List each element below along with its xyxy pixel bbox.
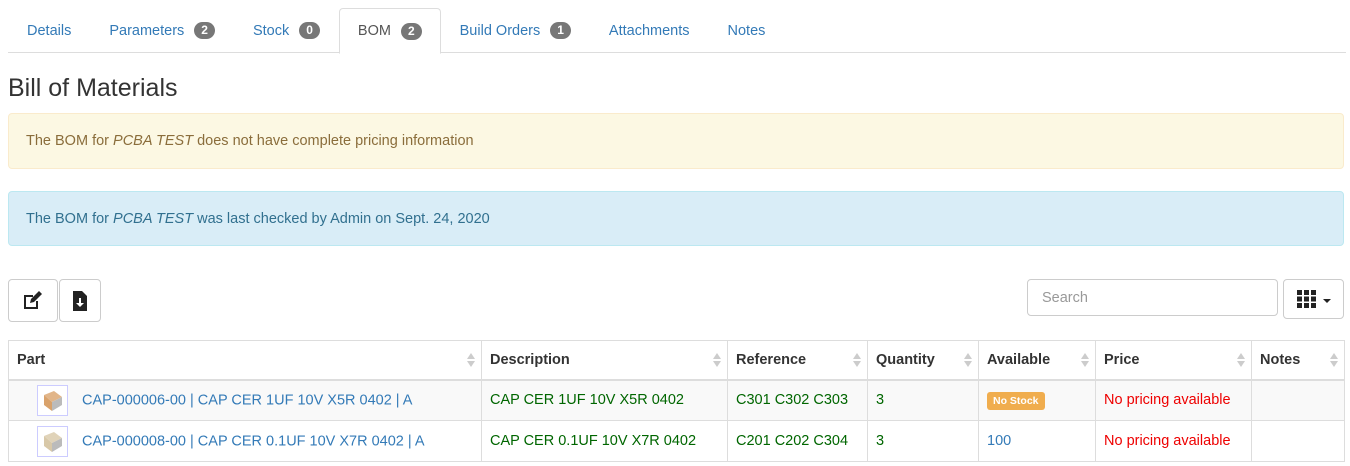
quantity-cell: 3	[867, 420, 979, 462]
tab-attachments[interactable]: Attachments	[590, 8, 709, 53]
edit-bom-button[interactable]	[8, 279, 58, 322]
column-header-reference[interactable]: Reference	[727, 340, 868, 381]
part-link[interactable]: CAP-000008-00 | CAP CER 0.1UF 10V X7R 04…	[82, 432, 425, 449]
sort-icon	[467, 353, 475, 369]
sort-icon	[1081, 353, 1089, 369]
pricing-warning-alert: The BOM for PCBA TEST does not have comp…	[8, 113, 1344, 169]
tab-label: Notes	[727, 22, 766, 39]
table-row: CAP-000008-00 | CAP CER 0.1UF 10V X7R 04…	[8, 420, 1345, 462]
notes-cell	[1251, 420, 1345, 462]
column-header-price[interactable]: Price	[1095, 340, 1252, 381]
part-name: PCBA TEST	[113, 210, 194, 227]
part-cell: CAP-000008-00 | CAP CER 0.1UF 10V X7R 04…	[8, 420, 482, 462]
sort-icon	[853, 353, 861, 369]
price-cell: No pricing available	[1095, 420, 1252, 462]
edit-icon	[24, 290, 42, 309]
count-badge: 2	[194, 22, 215, 39]
part-link[interactable]: CAP-000006-00 | CAP CER 1UF 10V X5R 0402…	[82, 392, 413, 409]
sort-icon	[1237, 353, 1245, 369]
no-stock-badge: No Stock	[987, 392, 1045, 411]
tab-label: Parameters	[109, 22, 185, 39]
column-header-quantity[interactable]: Quantity	[867, 340, 979, 381]
column-header-description[interactable]: Description	[481, 340, 728, 381]
count-badge: 2	[400, 22, 422, 40]
sort-icon	[1330, 353, 1338, 369]
tab-label: BOM	[357, 23, 391, 39]
part-thumbnail[interactable]	[37, 425, 68, 457]
tab-details[interactable]: Details	[8, 8, 90, 53]
tab-label: Attachments	[608, 22, 690, 39]
tab-parameters[interactable]: Parameters 2	[90, 8, 234, 53]
available-link[interactable]: 100	[987, 433, 1012, 449]
bom-table: Part Description Reference Quantity Availabl…	[8, 340, 1345, 462]
columns-toggle-button[interactable]	[1283, 279, 1344, 319]
export-bom-button[interactable]	[59, 279, 101, 322]
table-row: CAP-000006-00 | CAP CER 1UF 10V X5R 0402…	[8, 379, 1345, 421]
tab-bom[interactable]: BOM 2	[338, 8, 441, 54]
count-badge: 1	[550, 22, 571, 39]
tab-label: Details	[27, 22, 72, 39]
file-download-icon	[73, 290, 87, 311]
description-cell: CAP CER 1UF 10V X5R 0402	[481, 379, 728, 421]
available-cell: No Stock	[978, 379, 1096, 421]
part-tabs: Details Parameters 2 Stock 0 BOM 2 Build Orders…	[8, 8, 1346, 54]
grid-icon	[1296, 290, 1316, 308]
column-header-notes[interactable]: Notes	[1251, 340, 1345, 381]
reference-cell: C201 C202 C304	[727, 420, 868, 462]
available-cell: 100	[978, 420, 1096, 462]
column-header-part[interactable]: Part	[8, 340, 482, 381]
search-input[interactable]	[1027, 279, 1278, 316]
part-name: PCBA TEST	[113, 133, 194, 149]
sort-icon	[964, 353, 972, 369]
column-header-available[interactable]: Available	[978, 340, 1096, 381]
count-badge: 0	[299, 22, 320, 39]
caret-down-icon	[1322, 299, 1331, 303]
description-cell: CAP CER 0.1UF 10V X7R 0402	[481, 420, 728, 462]
notes-cell	[1251, 379, 1345, 421]
bom-checked-alert: The BOM for PCBA TEST was last checked b…	[8, 191, 1344, 246]
reference-cell: C301 C302 C303	[727, 379, 868, 421]
tab-notes[interactable]: Notes	[709, 8, 785, 53]
price-cell: No pricing available	[1095, 379, 1252, 421]
page-title: Bill of Materials	[8, 74, 178, 102]
tab-label: Build Orders	[459, 22, 541, 39]
quantity-cell: 3	[867, 379, 979, 421]
sort-icon	[713, 353, 721, 369]
part-thumbnail[interactable]	[37, 384, 68, 416]
tab-build-orders[interactable]: Build Orders 1	[441, 8, 590, 53]
tab-stock[interactable]: Stock 0	[234, 8, 339, 53]
part-cell: CAP-000006-00 | CAP CER 1UF 10V X5R 0402…	[8, 379, 482, 421]
tab-label: Stock	[252, 22, 290, 39]
